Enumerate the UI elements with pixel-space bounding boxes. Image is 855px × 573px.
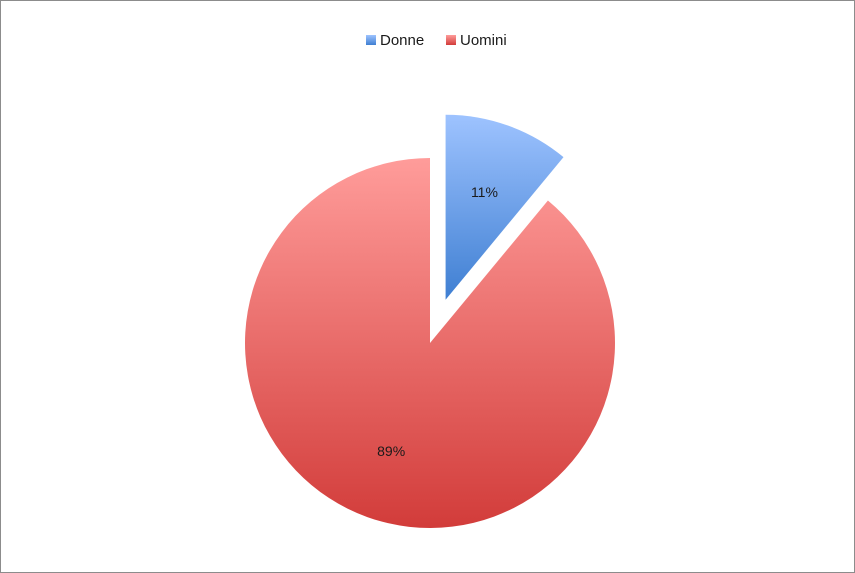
legend-swatch-donne — [366, 35, 376, 45]
legend-label-uomini: Uomini — [460, 32, 507, 49]
slice-label-uomini: 89% — [377, 443, 405, 459]
pie-slices — [245, 114, 616, 528]
legend: Donne Uomini — [366, 32, 507, 49]
legend-label-donne: Donne — [380, 32, 424, 49]
legend-swatch-uomini — [446, 35, 456, 45]
pie-slice-donne — [445, 114, 564, 300]
pie-labels: 11% 89% — [377, 184, 498, 459]
legend-item-donne: Donne — [366, 32, 424, 49]
pie-slice-uomini — [245, 158, 616, 528]
slice-label-donne: 11% — [471, 184, 498, 200]
legend-item-uomini: Uomini — [446, 32, 507, 49]
